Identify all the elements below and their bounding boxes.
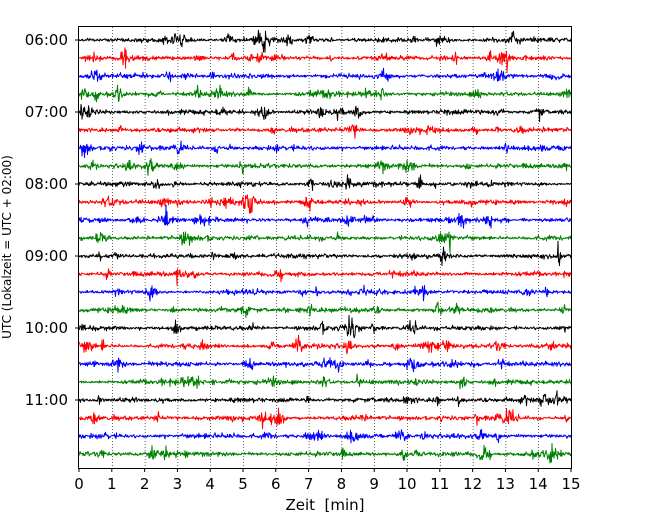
trace-line	[78, 357, 572, 373]
trace-line	[78, 301, 572, 319]
trace-line	[78, 47, 572, 74]
x-tick-label: 12	[463, 475, 482, 493]
trace-line	[78, 314, 572, 338]
trace-line	[78, 443, 572, 464]
y-tick-label: 10:00	[25, 319, 68, 337]
trace-line	[79, 373, 572, 390]
trace-line	[78, 204, 572, 229]
x-tick-label: 10	[397, 475, 416, 493]
x-tick-label: 1	[107, 475, 117, 493]
x-tick-label: 6	[271, 475, 281, 493]
trace-line	[78, 158, 572, 176]
trace-line	[78, 240, 572, 267]
trace-line	[78, 84, 572, 103]
x-tick-label: 9	[369, 475, 379, 493]
y-tick-label: 06:00	[25, 31, 68, 49]
trace-line	[78, 194, 572, 214]
plot-frame	[78, 26, 572, 469]
trace-line	[78, 390, 572, 408]
x-tick-label: 5	[238, 475, 248, 493]
x-tick-label: 15	[561, 475, 580, 493]
x-tick-label: 8	[337, 475, 347, 493]
trace-line	[78, 231, 572, 254]
trace-line	[78, 334, 572, 355]
trace-line	[78, 268, 572, 286]
y-tick-label: 09:00	[25, 247, 68, 265]
x-tick-label: 14	[529, 475, 548, 493]
y-tick-label: 11:00	[25, 391, 68, 409]
y-tick-label: 07:00	[25, 103, 68, 121]
x-tick-label: 2	[140, 475, 150, 493]
trace-line	[78, 67, 572, 83]
y-tick-label: 08:00	[25, 175, 68, 193]
trace-line	[78, 284, 572, 302]
trace-line	[78, 29, 572, 53]
trace-line	[78, 407, 572, 430]
x-tick-label: 4	[205, 475, 215, 493]
seismic-traces	[78, 29, 572, 464]
trace-line	[78, 104, 572, 123]
x-tick-label: 0	[74, 475, 84, 493]
x-tick-label: 3	[173, 475, 183, 493]
trace-line	[78, 429, 572, 444]
x-tick-label: 7	[304, 475, 314, 493]
trace-line	[78, 174, 572, 191]
trace-line	[78, 140, 572, 159]
y-axis-ticks: 06:00 07:00 08:00 09:00 10:00 11:00	[25, 31, 79, 409]
x-tick-label: 13	[496, 475, 515, 493]
y-axis-label: UTC (Lokalzeit = UTC + 02:00)	[0, 155, 14, 339]
x-tick-label: 11	[430, 475, 449, 493]
trace-line	[78, 124, 572, 139]
x-axis-label: Zeit [min]	[285, 496, 364, 514]
x-axis-ticks: 0 1 2 3 4 5 6 7 8 9 10 11 12 13 14 15	[74, 468, 581, 493]
